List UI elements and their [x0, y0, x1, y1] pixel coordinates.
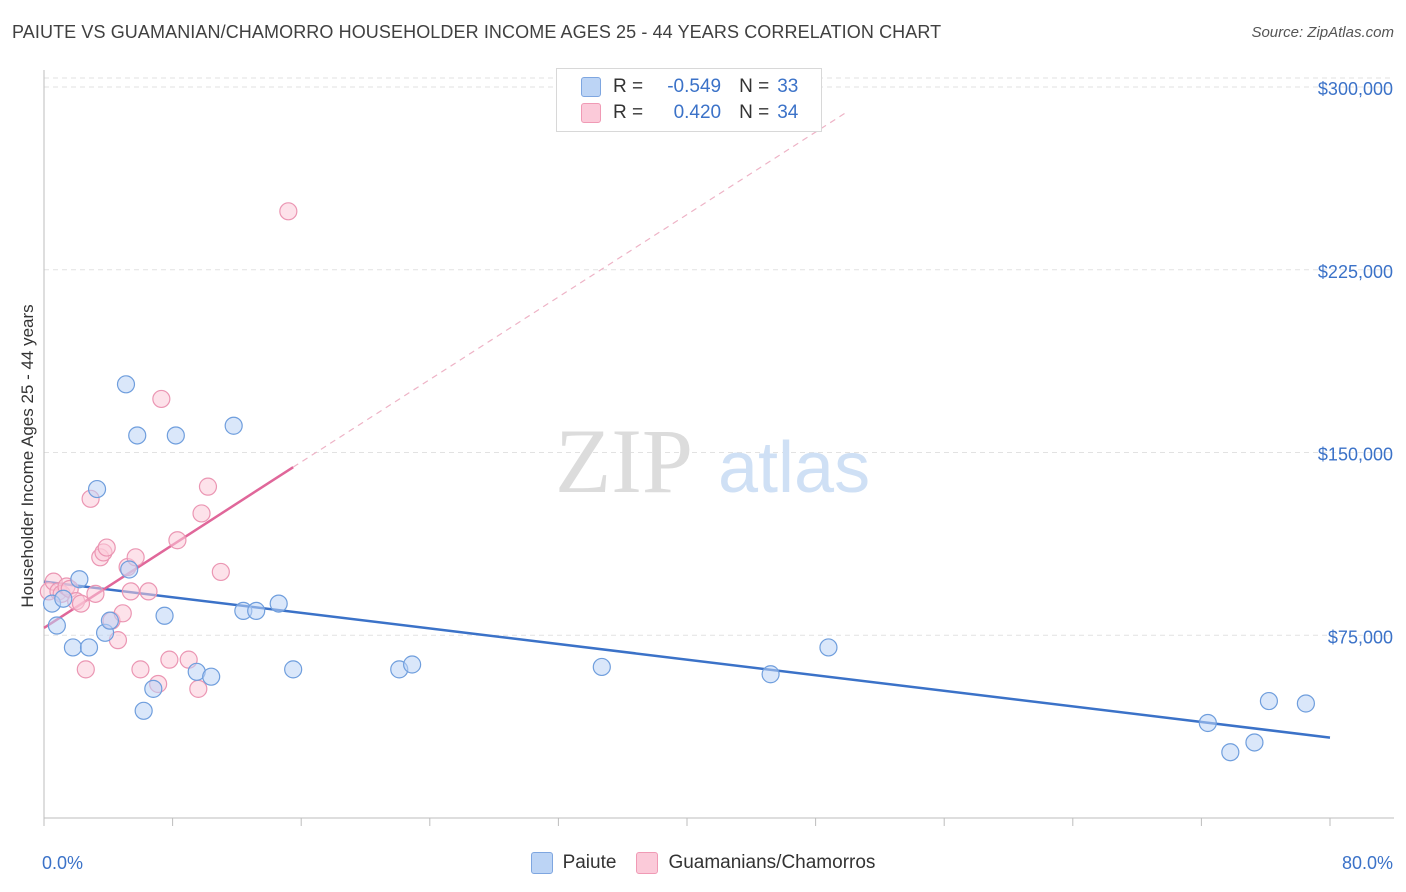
x-tick-label-min: 0.0% [42, 853, 83, 873]
watermark-atlas: atlas [718, 428, 870, 508]
n-label: N = [739, 76, 770, 97]
guamanian-point [76, 660, 95, 679]
guamanian-point [160, 650, 179, 669]
legend-item-guamanian[interactable]: Guamanians/Chamorros [636, 852, 875, 874]
paiute-point [403, 655, 422, 674]
guamanian-r-value: 0.420 [673, 102, 722, 123]
y-axis-label: Householder Income Ages 25 - 44 years [18, 304, 37, 607]
guamanian-point [168, 531, 187, 550]
paiute-point [284, 660, 303, 679]
paiute-point [70, 570, 89, 589]
axis-labels: $75,000 $150,000 $225,000 $300,000 0.0% 80.0%… [18, 79, 1393, 873]
paiute-point [100, 611, 120, 630]
watermark-zip: ZIP [555, 410, 693, 512]
y-tick-label: $75,000 [1328, 627, 1393, 647]
paiute-n-value: 33 [777, 76, 799, 97]
guamanian-point [192, 504, 211, 523]
paiute-point [269, 594, 288, 613]
paiute-point [202, 667, 221, 686]
paiute-point [134, 701, 153, 720]
paiute-legend-label: Paiute [562, 852, 617, 873]
paiute-point [224, 416, 243, 435]
paiute-point [144, 679, 163, 698]
chart-title: PAIUTE VS GUAMANIAN/CHAMORRO HOUSEHOLDER… [12, 22, 942, 42]
paiute-point [87, 479, 107, 499]
paiute-point [1296, 694, 1315, 713]
paiute-point [1259, 691, 1279, 711]
x-tick-label-max: 80.0% [1342, 853, 1393, 873]
gridlines [44, 77, 1394, 636]
y-tick-label: $150,000 [1318, 445, 1393, 465]
paiute-point [761, 665, 780, 684]
paiute-point [155, 606, 174, 625]
guamanian-point [152, 389, 171, 409]
guamanian-point [71, 594, 91, 613]
y-tick-label: $300,000 [1318, 79, 1393, 99]
paiute-r-value: -0.549 [667, 76, 722, 97]
paiute-point [1245, 733, 1264, 752]
correlation-legend: R = -0.549 N = 33 R = 0.420 N = 34 [556, 68, 822, 132]
paiute-point [116, 375, 136, 394]
paiute-point [63, 638, 83, 657]
paiute-point [47, 616, 66, 635]
paiute-point [1221, 743, 1240, 762]
paiute-point [819, 638, 838, 657]
axes [43, 70, 1394, 826]
y-tick-label: $225,000 [1318, 262, 1393, 282]
guamanian-legend-label: Guamanians/Chamorros [668, 852, 876, 873]
paiute-point [247, 601, 266, 620]
guamanian-swatch [581, 103, 601, 123]
paiute-point [166, 426, 185, 445]
guamanian-point [86, 584, 105, 603]
paiute-swatch [581, 77, 601, 97]
legend-row-guamanian: R = 0.420 N = 34 [581, 100, 798, 126]
guamanian-point [279, 202, 298, 221]
paiute-point [128, 426, 147, 445]
guamanian-point [131, 660, 150, 679]
paiute-point [592, 657, 611, 677]
series-legend: Paiute Guamanians/Chamorros [0, 852, 1406, 874]
guamanian-point [198, 477, 218, 496]
guamanian-point [189, 679, 208, 698]
guamanian-point [121, 582, 140, 601]
paiute-point [1198, 713, 1217, 733]
paiute-point [79, 638, 99, 657]
paiute-point [54, 589, 73, 608]
data-points [39, 202, 1315, 762]
legend-item-paiute[interactable]: Paiute [530, 852, 617, 874]
guamanian-n-value: 34 [777, 102, 799, 123]
guamanian-point [139, 582, 158, 601]
guamanian-point [97, 538, 116, 557]
paiute-legend-swatch [530, 852, 553, 874]
guamanian-legend-swatch [636, 852, 659, 874]
guamanian-point [211, 562, 230, 582]
paiute-point [120, 560, 139, 579]
legend-row-paiute: R = -0.549 N = 33 [581, 74, 798, 100]
r-label: R = [613, 76, 644, 97]
n-label: N = [739, 102, 770, 123]
source-label: Source: ZipAtlas.com [1251, 24, 1394, 41]
r-label: R = [613, 102, 644, 123]
